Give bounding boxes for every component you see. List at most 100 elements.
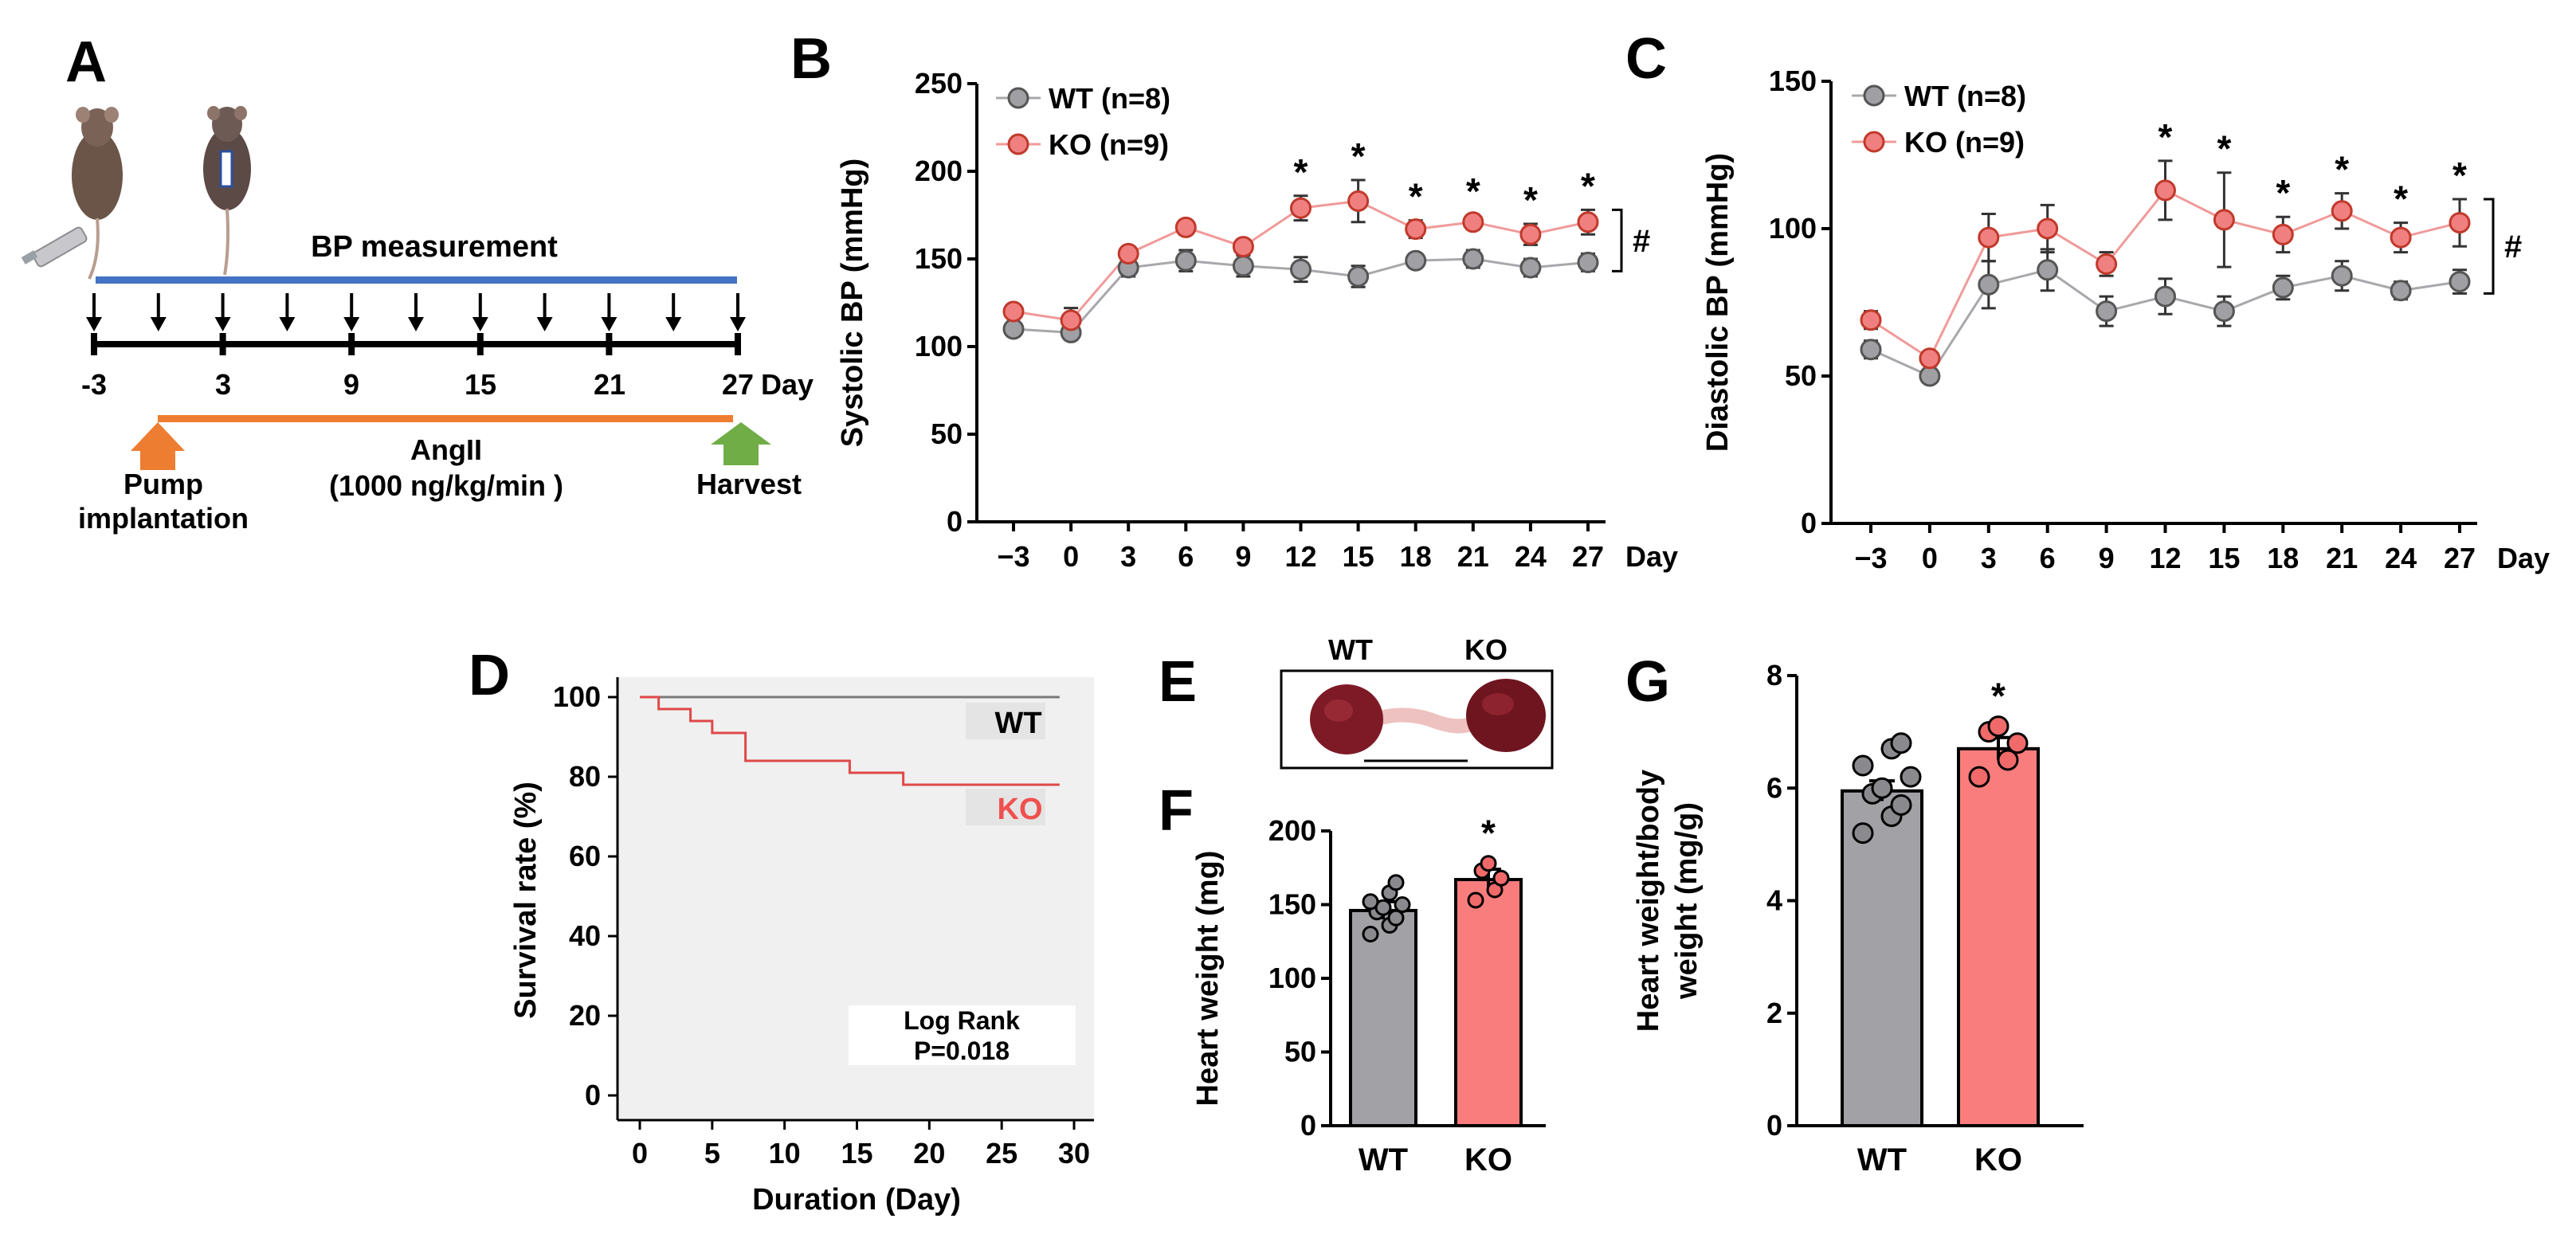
harvest-arrow-icon	[711, 422, 771, 465]
significance-star: *	[2276, 172, 2290, 214]
data-point	[1978, 226, 2000, 249]
bp-measurement-label: BP measurement	[311, 230, 558, 264]
angii-infusion-bar	[158, 415, 733, 422]
x-tick-label: 3	[1981, 542, 1997, 574]
significance-star: *	[2158, 116, 2173, 158]
data-point	[1174, 216, 1197, 238]
wt-curve-label: WT	[994, 707, 1041, 740]
significance-star: *	[1351, 135, 1366, 177]
panel-f-heart-weight-chart: 0 50 100 150 200 WT KO * Heart weight (mg)	[1191, 813, 1546, 1177]
y-tick-label: 6	[1766, 771, 1782, 804]
legend-marker	[1007, 87, 1029, 109]
data-point	[1060, 309, 1082, 331]
x-tick-label: −3	[997, 540, 1029, 573]
x-tick-label: 9	[2099, 542, 2115, 574]
legend-label: WT (n=8)	[1904, 80, 2026, 112]
data-point	[1919, 347, 1941, 370]
ko-label-box	[966, 789, 1045, 825]
x-tick-label: 30	[1058, 1137, 1090, 1170]
significance-star: *	[2452, 155, 2467, 196]
significance-star: *	[1481, 813, 1496, 854]
data-point	[1002, 300, 1025, 323]
data-point	[1290, 258, 1312, 280]
data-point	[1347, 265, 1370, 288]
data-point	[1519, 223, 1542, 245]
p-value-label: P=0.018	[914, 1036, 1010, 1065]
data-point	[1387, 874, 1405, 891]
data-point	[1871, 777, 1893, 799]
data-point	[2213, 209, 2235, 231]
y-axis-label: Diastolic BP (mmHg)	[1701, 153, 1735, 452]
y-axis-label-line: Heart weight/body	[1632, 770, 1665, 1032]
pump-label: Pump	[124, 468, 203, 500]
x-tick-label: 20	[913, 1137, 945, 1170]
data-point	[2213, 300, 2235, 323]
y-tick-label: 250	[915, 67, 963, 100]
pump-arrow-icon	[131, 422, 185, 470]
panel-label-d: D	[469, 644, 510, 707]
data-point	[1968, 766, 1990, 788]
x-axis-label: Day	[2497, 542, 2550, 574]
y-tick-label: 50	[1284, 1036, 1316, 1068]
data-point	[1860, 339, 1882, 361]
photo-label-ko: KO	[1464, 633, 1508, 666]
y-tick-label: 0	[1300, 1109, 1316, 1142]
data-point	[2006, 732, 2029, 754]
x-category-label: WT	[1359, 1142, 1408, 1177]
y-tick-label: 200	[1268, 814, 1316, 847]
x-tick-label: 9	[1235, 540, 1251, 573]
x-tick-label: 15	[2208, 542, 2240, 574]
x-tick-label: 5	[704, 1137, 720, 1170]
y-axis-label: Survival rate (%)	[509, 782, 543, 1019]
panel-g-heart-body-ratio-chart: 0 2 4 6 8 WT KO * Heart weight/body weight (mg/g)	[1632, 659, 2084, 1177]
data-point	[1394, 896, 1411, 913]
arrow-down-icon	[730, 317, 746, 331]
timeline-tick-label: 15	[465, 368, 496, 401]
data-point	[1362, 926, 1379, 942]
data-point	[1002, 318, 1025, 340]
data-point	[1978, 273, 2000, 296]
y-tick-label: 0	[1766, 1109, 1782, 1142]
legend-label: KO (n=9)	[1049, 128, 1169, 161]
angii-label: AngII	[410, 433, 482, 466]
y-tick-label: 40	[569, 919, 601, 952]
x-tick-label: 18	[2267, 542, 2299, 574]
data-point	[1890, 732, 1912, 754]
arrow-down-icon	[601, 317, 618, 331]
panel-d-survival-chart: 0 20 40 60 80 100 0 5 10 15 20 25 30 Duration (Day) Su…	[509, 677, 1094, 1217]
y-axis-label: Heart weight/body weight (mg/g)	[1632, 770, 1704, 1032]
data-point	[1519, 257, 1542, 279]
panel-c-diastolic-chart: 0 50 100 150 −3 0 3 6 9 12 15 18 21 24 27 Day Diastolic …	[1701, 65, 2550, 574]
y-tick-label: 8	[1766, 659, 1782, 692]
syringe-icon	[21, 226, 88, 268]
data-point	[1232, 236, 1254, 258]
significance-star: *	[1409, 176, 1423, 217]
data-point	[1480, 855, 1497, 872]
x-category-label: KO	[1974, 1142, 2022, 1177]
x-category-label: KO	[1464, 1142, 1512, 1177]
panel-label-b: B	[790, 27, 832, 91]
x-tick-label: 3	[1120, 540, 1136, 573]
data-point	[1232, 255, 1254, 277]
timeline-ticks	[91, 333, 741, 355]
wt-label-box	[966, 703, 1045, 739]
measurement-arrows	[86, 293, 746, 331]
panel-label-e: E	[1159, 650, 1197, 714]
arrow-down-icon	[86, 317, 102, 331]
data-point	[1467, 891, 1484, 909]
x-tick-label: 12	[2149, 542, 2181, 574]
data-point	[1462, 248, 1484, 270]
data-point	[1860, 309, 1882, 331]
x-tick-label: −3	[1854, 542, 1887, 574]
x-tick-label: 21	[2326, 542, 2358, 574]
data-point	[2096, 253, 2118, 275]
y-tick-label: 100	[1769, 212, 1817, 245]
legend-marker	[1863, 84, 1885, 107]
significance-star: *	[2394, 178, 2408, 220]
arrow-down-icon	[536, 317, 553, 331]
significance-bracket	[1612, 208, 1623, 272]
bar	[1454, 878, 1523, 1128]
legend-marker	[1007, 133, 1029, 155]
significance-star: *	[1523, 179, 1538, 221]
